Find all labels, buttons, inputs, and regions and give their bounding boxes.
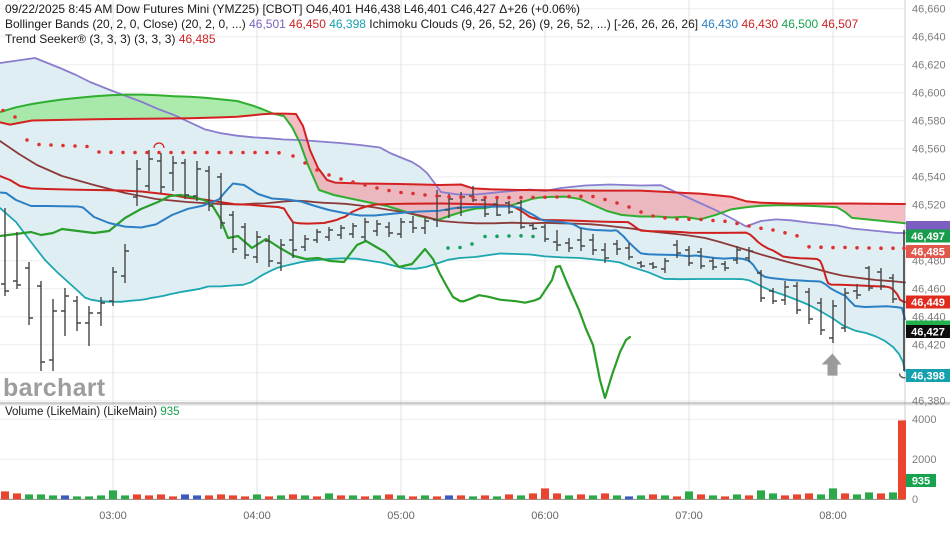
svg-text:Bollinger Bands (20, 2, 0, Clo: Bollinger Bands (20, 2, 0, Close) (20, 2… (5, 17, 859, 31)
svg-text:46,640: 46,640 (912, 32, 946, 44)
svg-text:46,580: 46,580 (912, 116, 946, 128)
svg-text:06:00: 06:00 (531, 510, 559, 522)
svg-text:46,427: 46,427 (911, 326, 945, 338)
svg-text:05:00: 05:00 (387, 510, 415, 522)
svg-text:barchart: barchart (3, 374, 106, 402)
svg-text:46,460: 46,460 (912, 284, 946, 296)
svg-text:46,600: 46,600 (912, 88, 946, 100)
svg-text:46,540: 46,540 (912, 172, 946, 184)
svg-text:46,398: 46,398 (911, 370, 945, 382)
svg-text:46,420: 46,420 (912, 340, 946, 352)
svg-text:46,497: 46,497 (911, 231, 945, 243)
svg-text:09/22/2025 8:45 AM Dow Futur: 09/22/2025 8:45 AM Dow Futures Mini (YMZ… (5, 2, 580, 16)
svg-text:03:00: 03:00 (99, 510, 127, 522)
svg-text:935: 935 (912, 475, 930, 487)
svg-text:2000: 2000 (912, 454, 936, 466)
svg-text:46,620: 46,620 (912, 60, 946, 72)
svg-text:46,520: 46,520 (912, 200, 946, 212)
svg-text:0: 0 (912, 494, 918, 506)
svg-text:4000: 4000 (912, 414, 936, 426)
svg-text:46,660: 46,660 (912, 4, 946, 16)
svg-text:46,480: 46,480 (912, 256, 946, 268)
svg-text:07:00: 07:00 (675, 510, 703, 522)
svg-text:08:00: 08:00 (819, 510, 847, 522)
svg-text:Trend Seeker® (3, 3, 3) (3, 3: Trend Seeker® (3, 3, 3) (3, 3, 3) 46,485 (5, 32, 216, 46)
svg-text:04:00: 04:00 (243, 510, 271, 522)
svg-text:46,449: 46,449 (911, 297, 945, 309)
svg-text:46,485: 46,485 (911, 246, 945, 258)
svg-text:Volume (LikeMain) (LikeMain): Volume (LikeMain) (LikeMain) 935 (5, 406, 180, 418)
svg-text:46,560: 46,560 (912, 144, 946, 156)
svg-text:46,380: 46,380 (912, 396, 946, 408)
